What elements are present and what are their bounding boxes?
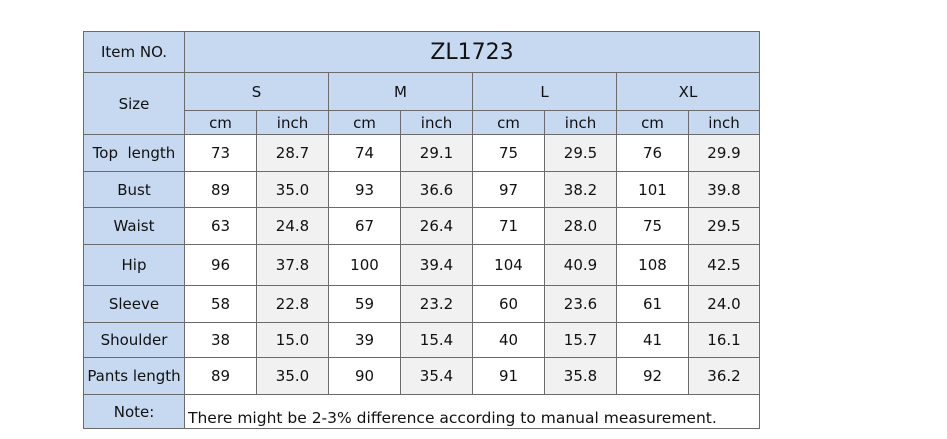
value-cell: 15.7 [544, 322, 617, 358]
value-cell: 89 [184, 171, 257, 208]
value-cell: 61 [616, 285, 689, 323]
row-label: Sleeve [83, 285, 185, 323]
item-value: ZL1723 [184, 31, 760, 73]
value-cell: 60 [472, 285, 545, 323]
value-cell: 22.8 [256, 285, 329, 323]
note-text: There might be 2-3% difference according… [184, 394, 760, 429]
note-label: Note: [83, 394, 185, 429]
value-cell: 26.4 [400, 207, 473, 245]
value-cell: 38.2 [544, 171, 617, 208]
value-cell: 75 [616, 207, 689, 245]
value-cell: 28.7 [256, 134, 329, 172]
value-cell: 39.8 [688, 171, 760, 208]
size-header: XL [616, 72, 760, 111]
value-cell: 73 [184, 134, 257, 172]
value-cell: 67 [328, 207, 401, 245]
value-cell: 15.0 [256, 322, 329, 358]
value-cell: 15.4 [400, 322, 473, 358]
value-cell: 39 [328, 322, 401, 358]
value-cell: 16.1 [688, 322, 760, 358]
value-cell: 35.0 [256, 171, 329, 208]
value-cell: 23.2 [400, 285, 473, 323]
unit-header: cm [616, 110, 689, 135]
value-cell: 40 [472, 322, 545, 358]
value-cell: 89 [184, 357, 257, 395]
value-cell: 100 [328, 244, 401, 286]
value-cell: 59 [328, 285, 401, 323]
row-label: Top length [83, 134, 185, 172]
row-label: Shoulder [83, 322, 185, 358]
value-cell: 29.5 [688, 207, 760, 245]
value-cell: 35.4 [400, 357, 473, 395]
value-cell: 41 [616, 322, 689, 358]
size-label: Size [83, 72, 185, 135]
row-label: Pants length [83, 357, 185, 395]
size-header: S [184, 72, 329, 111]
value-cell: 23.6 [544, 285, 617, 323]
value-cell: 71 [472, 207, 545, 245]
value-cell: 96 [184, 244, 257, 286]
value-cell: 91 [472, 357, 545, 395]
value-cell: 74 [328, 134, 401, 172]
size-header: L [472, 72, 617, 111]
unit-header: cm [328, 110, 401, 135]
value-cell: 104 [472, 244, 545, 286]
value-cell: 36.2 [688, 357, 760, 395]
value-cell: 90 [328, 357, 401, 395]
value-cell: 29.5 [544, 134, 617, 172]
item-label: Item NO. [83, 31, 185, 73]
value-cell: 97 [472, 171, 545, 208]
unit-header: cm [472, 110, 545, 135]
unit-header: inch [400, 110, 473, 135]
value-cell: 35.8 [544, 357, 617, 395]
value-cell: 75 [472, 134, 545, 172]
value-cell: 42.5 [688, 244, 760, 286]
value-cell: 29.1 [400, 134, 473, 172]
value-cell: 40.9 [544, 244, 617, 286]
value-cell: 92 [616, 357, 689, 395]
unit-header: inch [544, 110, 617, 135]
value-cell: 39.4 [400, 244, 473, 286]
value-cell: 101 [616, 171, 689, 208]
unit-header: cm [184, 110, 257, 135]
value-cell: 24.0 [688, 285, 760, 323]
value-cell: 76 [616, 134, 689, 172]
value-cell: 63 [184, 207, 257, 245]
value-cell: 35.0 [256, 357, 329, 395]
value-cell: 108 [616, 244, 689, 286]
value-cell: 93 [328, 171, 401, 208]
row-label: Bust [83, 171, 185, 208]
value-cell: 24.8 [256, 207, 329, 245]
value-cell: 38 [184, 322, 257, 358]
value-cell: 29.9 [688, 134, 760, 172]
row-label: Hip [83, 244, 185, 286]
size-header: M [328, 72, 473, 111]
value-cell: 28.0 [544, 207, 617, 245]
value-cell: 58 [184, 285, 257, 323]
unit-header: inch [688, 110, 760, 135]
row-label: Waist [83, 207, 185, 245]
unit-header: inch [256, 110, 329, 135]
value-cell: 36.6 [400, 171, 473, 208]
value-cell: 37.8 [256, 244, 329, 286]
